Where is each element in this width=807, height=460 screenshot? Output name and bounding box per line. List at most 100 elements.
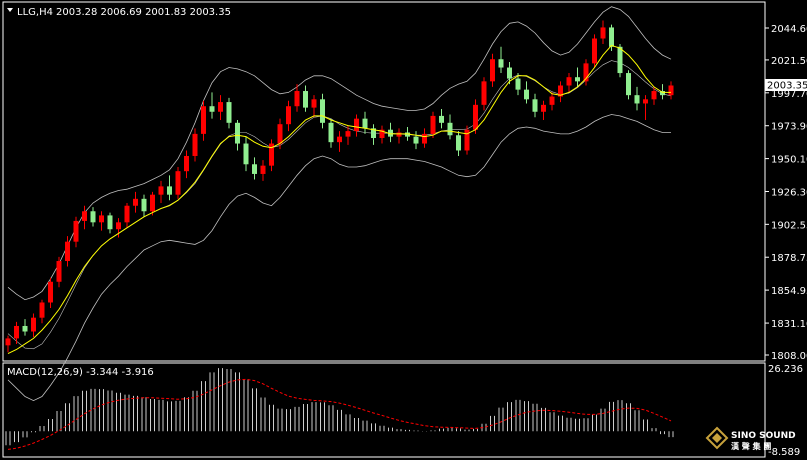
- candle: [209, 92, 215, 119]
- macd-bottom-label: -8.589: [768, 447, 800, 458]
- macd-panel[interactable]: [2, 362, 766, 458]
- candle: [626, 70, 631, 100]
- candle: [73, 216, 79, 248]
- candle-body: [184, 155, 189, 172]
- candle: [269, 139, 274, 172]
- candle: [430, 111, 436, 139]
- candle-body: [660, 91, 665, 96]
- candle-body: [320, 99, 325, 123]
- candle-body: [99, 215, 104, 223]
- candle-body: [294, 91, 300, 107]
- symbol-dropdown-icon[interactable]: [7, 8, 13, 12]
- logo-name: SINO SOUND: [731, 431, 796, 441]
- candle: [345, 125, 351, 145]
- candle: [243, 136, 249, 172]
- candle: [175, 167, 181, 199]
- candle: [558, 81, 563, 103]
- candle-body: [371, 128, 376, 139]
- candle-body: [549, 96, 555, 105]
- candle: [226, 97, 232, 129]
- price-panel[interactable]: [2, 1, 766, 362]
- macd-histogram: [5, 368, 674, 450]
- candle-body: [507, 67, 512, 79]
- candle: [371, 124, 376, 145]
- candle: [184, 150, 189, 179]
- candle: [439, 108, 444, 129]
- candle-body: [56, 261, 62, 282]
- axis-tick-label: 1973.90: [771, 122, 807, 133]
- axis-tick-label: 1831.10: [771, 319, 807, 330]
- candle-body: [592, 38, 597, 64]
- candle: [583, 59, 589, 86]
- candle: [566, 73, 572, 93]
- candle-body: [5, 338, 11, 346]
- candle: [56, 256, 62, 288]
- candle-body: [558, 85, 563, 97]
- candle: [260, 160, 266, 181]
- candle-body: [286, 106, 291, 125]
- candle: [447, 114, 453, 140]
- candle-body: [617, 46, 623, 74]
- macd-label: MACD(12,26,9) -3.344 -3.916: [7, 367, 154, 378]
- candle: [498, 46, 504, 74]
- candle-body: [73, 220, 79, 242]
- candle-body: [133, 198, 138, 206]
- candle: [99, 211, 104, 231]
- candle: [218, 95, 223, 121]
- candle: [456, 131, 461, 156]
- candle-body: [158, 186, 164, 195]
- candle: [413, 131, 419, 150]
- candle-body: [413, 136, 419, 144]
- candle-body: [422, 133, 427, 144]
- candle-body: [303, 91, 308, 108]
- candle-body: [447, 122, 453, 136]
- axis-tick-label: 1854.95: [771, 286, 807, 297]
- candle-body: [396, 132, 402, 137]
- axis-tick-label: 2021.50: [771, 56, 807, 67]
- candle-body: [226, 102, 232, 123]
- candle-body: [566, 77, 572, 86]
- candle: [311, 95, 317, 118]
- ohlc-label: 2003.28 2006.69 2001.83 2003.35: [56, 7, 231, 18]
- axis-tick-label: 1926.30: [771, 188, 807, 199]
- candle-body: [22, 325, 28, 332]
- candle: [252, 157, 257, 180]
- candle: [660, 84, 665, 100]
- candle-body: [39, 302, 45, 318]
- candle: [22, 319, 28, 336]
- candle-body: [175, 171, 181, 195]
- candle: [464, 125, 470, 155]
- candle: [362, 111, 368, 134]
- candle-body: [464, 129, 470, 151]
- candle-body: [337, 136, 342, 143]
- ma-line: [7, 44, 671, 355]
- candle-body: [439, 115, 444, 123]
- candle-body: [124, 205, 130, 223]
- axis-tick-label: 2044.60: [771, 24, 807, 35]
- candle: [328, 118, 334, 148]
- candle: [141, 194, 147, 217]
- candle-body: [651, 91, 657, 100]
- candle: [609, 24, 614, 51]
- candle: [354, 114, 359, 137]
- candle-body: [481, 81, 487, 105]
- candle: [133, 191, 138, 213]
- candle-body: [354, 118, 359, 132]
- candle: [592, 34, 597, 68]
- candle: [286, 100, 291, 132]
- candle-body: [243, 143, 249, 165]
- candle-body: [456, 135, 461, 151]
- candle-body: [328, 122, 334, 143]
- candle: [90, 207, 96, 227]
- candle: [651, 86, 657, 105]
- candle: [524, 81, 529, 104]
- diamond-logo-icon: [705, 426, 729, 450]
- candle: [388, 122, 393, 143]
- logo-sub: 漢 聲 集 團: [731, 441, 771, 451]
- candle-body: [515, 78, 521, 90]
- candle-body: [150, 194, 155, 212]
- sino-sound-logo: SINO SOUND 漢 聲 集 團: [705, 426, 796, 451]
- candle-body: [218, 102, 223, 112]
- candle: [167, 175, 172, 201]
